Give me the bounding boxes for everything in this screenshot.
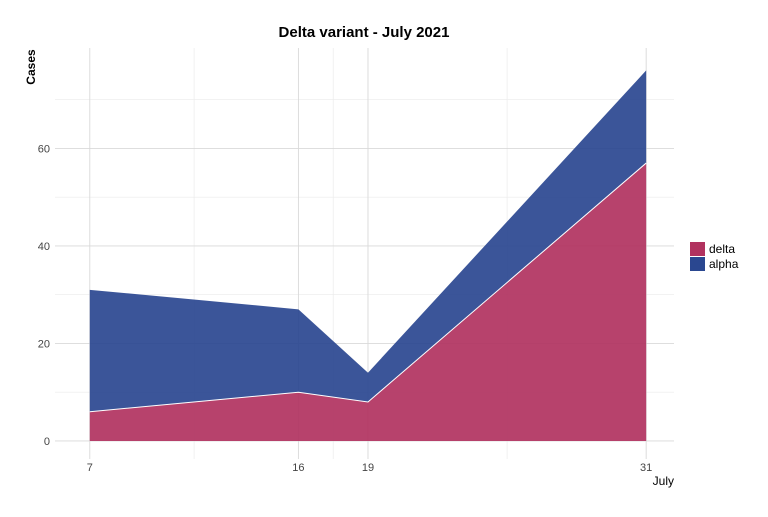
x-tick-label: 16 xyxy=(292,462,304,474)
legend-swatch-alpha xyxy=(690,257,705,271)
y-axis-label: Cases xyxy=(24,49,38,85)
x-tick-label: 31 xyxy=(640,462,652,474)
area-delta xyxy=(89,163,647,441)
area-boundary-line xyxy=(89,162,647,413)
x-tick-label: 7 xyxy=(87,462,93,474)
y-axis-ticks: 0 20 40 60 xyxy=(38,143,50,448)
legend-label-delta: delta xyxy=(709,242,735,256)
area-alpha xyxy=(89,70,647,412)
legend-swatch-delta xyxy=(690,242,705,256)
y-tick-label: 40 xyxy=(38,241,50,253)
legend-label-alpha: alpha xyxy=(709,257,739,271)
plot-areas xyxy=(89,70,647,441)
y-tick-label: 0 xyxy=(44,436,50,448)
legend: delta alpha xyxy=(690,242,739,271)
x-axis-ticks: 7 16 19 31 xyxy=(87,462,653,474)
x-axis-label: July xyxy=(653,474,674,488)
y-tick-label: 60 xyxy=(38,143,50,155)
chart-title: Delta variant - July 2021 xyxy=(279,24,450,41)
y-tick-label: 20 xyxy=(38,338,50,350)
x-tick-label: 19 xyxy=(362,462,374,474)
